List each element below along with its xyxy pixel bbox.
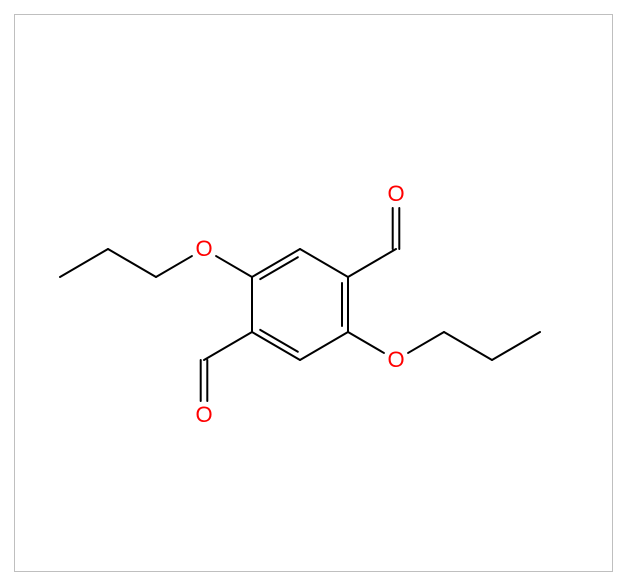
atom-label-O: O bbox=[387, 349, 404, 371]
molecule-diagram bbox=[0, 0, 627, 586]
atom-label-O: O bbox=[387, 183, 404, 205]
atom-label-O: O bbox=[195, 404, 212, 426]
atom-label-O: O bbox=[195, 238, 212, 260]
